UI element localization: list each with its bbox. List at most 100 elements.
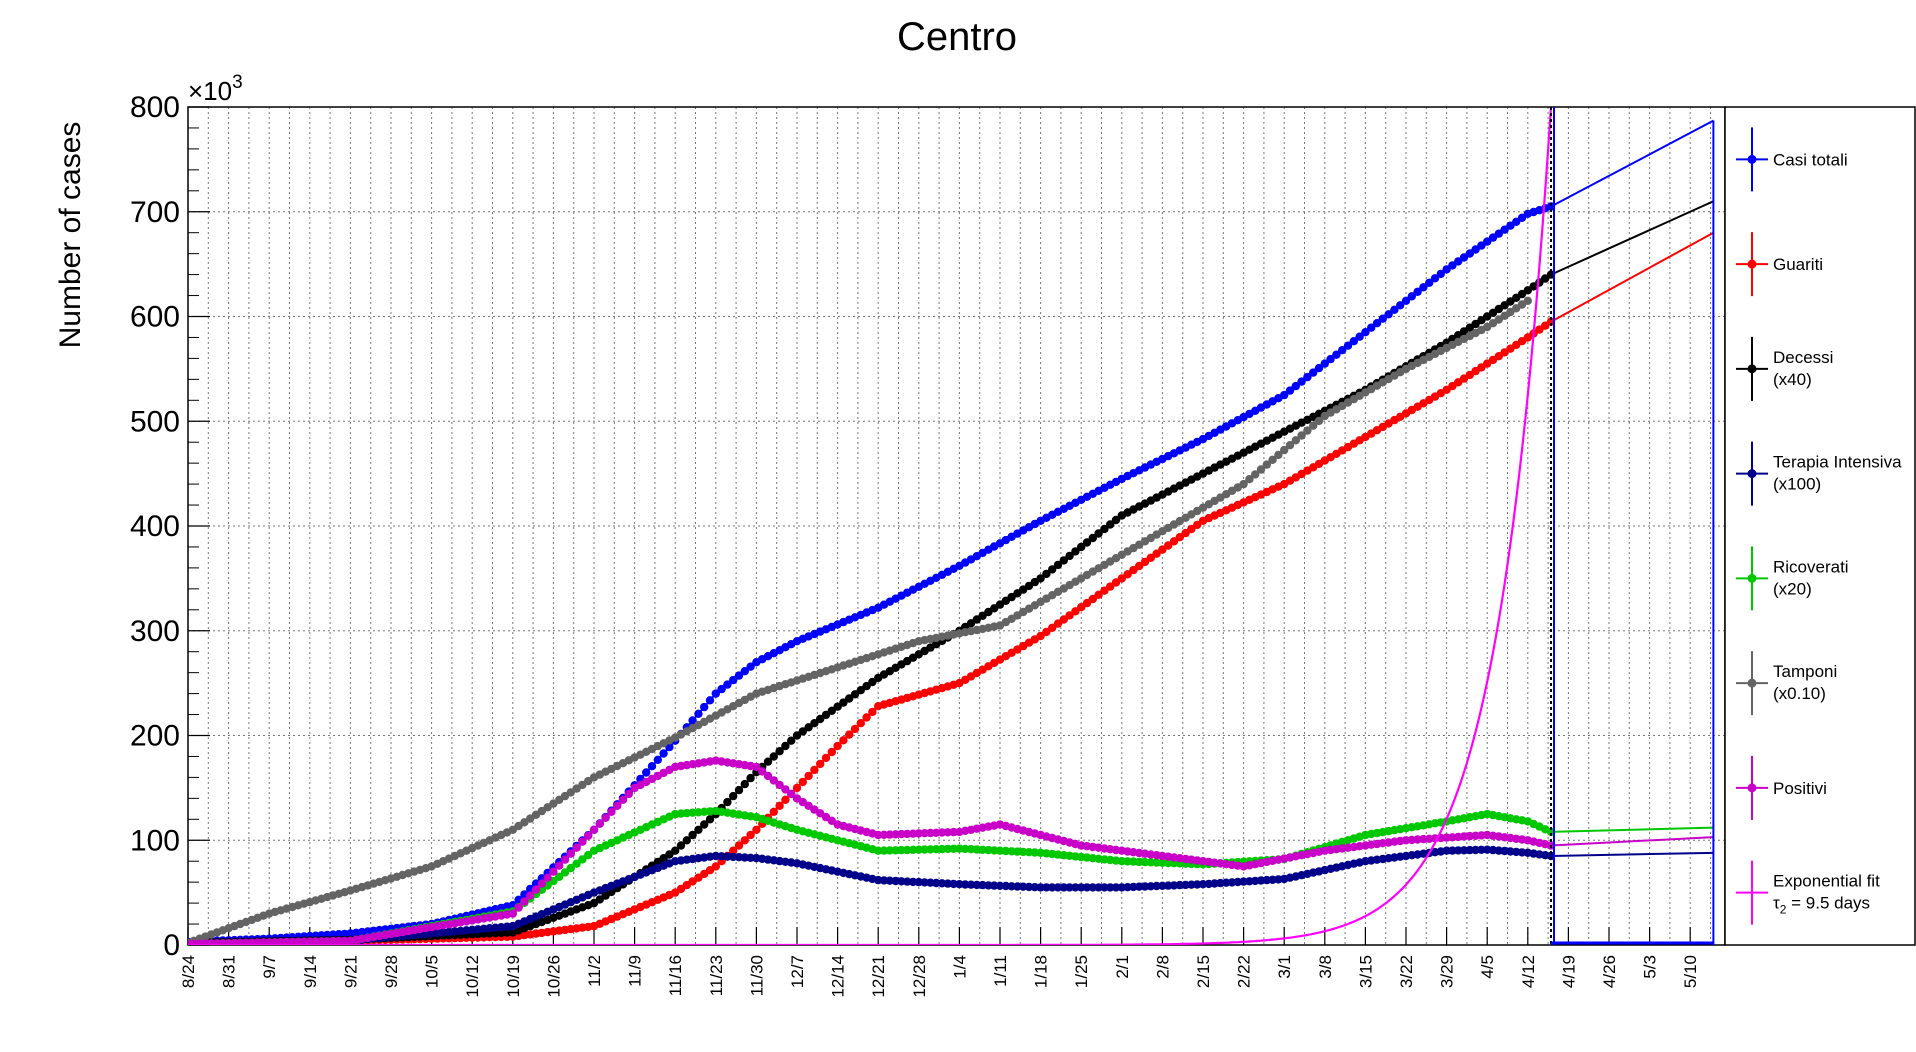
legend-positivi-marker <box>1747 783 1757 793</box>
y-tick-label: 600 <box>130 301 180 334</box>
series-decessi-point <box>1071 547 1080 556</box>
series-decessi-point <box>868 677 877 687</box>
series-decessi-point <box>798 727 807 736</box>
series-guariti-point <box>1181 528 1190 538</box>
series-decessi-point <box>1100 524 1109 534</box>
series-guariti-point <box>1106 582 1115 591</box>
series-casi-totali-point <box>1314 363 1324 373</box>
series-guariti-point <box>850 724 860 734</box>
series-decessi-point <box>694 825 703 834</box>
series-terapia-intensiva-point <box>1100 883 1109 892</box>
x-tick-label: 12/7 <box>788 955 807 988</box>
y-scale-base: ×10 <box>188 76 232 106</box>
series-positivi-point <box>589 825 599 834</box>
series-terapia-intensiva-point <box>1111 883 1121 892</box>
series-casi-totali-projection <box>1550 119 1714 208</box>
legend-tamponi-note: (x0.10) <box>1773 684 1826 703</box>
series-positivi-point <box>752 762 761 772</box>
series-casi-totali-point <box>1378 314 1388 323</box>
series-decessi-point <box>1036 574 1045 583</box>
series-guariti-point <box>1059 615 1069 624</box>
series-terapia-intensiva-point <box>1465 845 1475 855</box>
series-decessi-point <box>850 690 860 699</box>
series-guariti-point <box>816 759 825 769</box>
x-tick-label: 10/26 <box>544 955 563 998</box>
x-tick-label: 9/28 <box>382 955 401 988</box>
series-terapia-intensiva-point <box>1059 883 1069 892</box>
x-tick-label: 3/15 <box>1356 955 1375 988</box>
series-tamponi-point <box>1314 416 1324 426</box>
series-casi-totali-point <box>700 702 709 712</box>
series-casi-totali-point <box>1413 287 1422 296</box>
series-casi-totali-point <box>1297 377 1306 386</box>
legend-decessi-note: (x40) <box>1773 370 1812 389</box>
series-guariti-point <box>1158 545 1167 554</box>
series-decessi-point <box>1094 529 1103 538</box>
x-tick-label: 4/12 <box>1519 955 1538 988</box>
series-guariti-point <box>1129 565 1138 575</box>
x-tick-label: 3/8 <box>1316 955 1335 979</box>
series-guariti-point <box>734 841 744 850</box>
series-casi-totali-point <box>717 684 726 694</box>
y-tick-label: 700 <box>130 196 180 229</box>
series-decessi-point <box>1106 520 1115 529</box>
series-tamponi-point <box>1274 450 1283 460</box>
series-guariti-point <box>1036 631 1045 641</box>
series-ricoverati-point <box>584 850 593 860</box>
series-guariti-point <box>1094 590 1103 599</box>
series-positivi-point <box>572 843 581 852</box>
series-casi-totali-point <box>1430 274 1440 283</box>
legend-tamponi-marker <box>1747 678 1757 688</box>
series-decessi-point <box>787 736 796 745</box>
series-tamponi-point <box>1285 441 1295 450</box>
series-casi-totali-point <box>1332 350 1341 359</box>
series-ricoverati-point <box>874 846 883 855</box>
series-guariti-point <box>845 730 854 739</box>
series-positivi-point <box>584 831 593 840</box>
series-terapia-intensiva-point <box>1071 883 1080 892</box>
series-decessi-point <box>792 731 802 740</box>
series-guariti-point <box>1077 603 1086 612</box>
series-decessi-point <box>688 830 697 840</box>
series-decessi-point <box>729 791 738 801</box>
x-tick-label: 9/7 <box>260 955 279 979</box>
series-decessi-point <box>1088 533 1098 543</box>
series-ricoverati-point <box>932 845 941 854</box>
series-decessi-projection <box>1550 200 1714 276</box>
series-ricoverati-point <box>555 872 564 881</box>
series-casi-totali-point <box>642 768 651 777</box>
chart-title: Centro <box>897 15 1017 59</box>
series-terapia-intensiva-point <box>1048 883 1057 892</box>
x-tick-label: 11/9 <box>626 955 645 987</box>
series-guariti-point <box>1135 561 1144 571</box>
series-casi-totali-point <box>1367 323 1376 332</box>
series-decessi-point <box>740 779 749 789</box>
series-guariti-point <box>1164 541 1173 550</box>
series-positivi-point <box>769 776 778 785</box>
x-tick-label: 3/1 <box>1275 955 1294 979</box>
x-tick-label: 11/16 <box>666 955 685 996</box>
grid <box>188 106 1725 946</box>
legend-tamponi-label: Tamponi <box>1773 662 1837 681</box>
y-scale-exponent: 3 <box>232 72 243 93</box>
x-tick-label: 4/5 <box>1478 955 1497 979</box>
series-positivi-point <box>601 813 610 822</box>
x-tick-label: 11/30 <box>747 955 766 996</box>
series-casi-totali-point <box>1361 328 1370 337</box>
series-decessi-point <box>1082 538 1092 547</box>
series-guariti-point <box>1152 549 1161 558</box>
legend-terapia-intensiva-label: Terapia Intensiva <box>1773 453 1902 472</box>
series-casi-totali-point <box>734 671 744 680</box>
series-ricoverati-point <box>578 855 587 864</box>
series-guariti-point <box>868 707 877 717</box>
series-casi-totali-point <box>1349 337 1359 346</box>
legend-exponential-fit-label: Exponential fit <box>1773 872 1880 891</box>
series-terapia-intensiva-point <box>1088 883 1098 892</box>
series-ricoverati-point <box>560 868 570 877</box>
series-positivi-point <box>595 819 604 828</box>
legend-decessi-label: Decessi <box>1773 348 1833 367</box>
series-positivi-point <box>543 873 552 882</box>
series-casi-totali-point <box>1285 386 1295 395</box>
series-ricoverati-point <box>897 845 906 855</box>
